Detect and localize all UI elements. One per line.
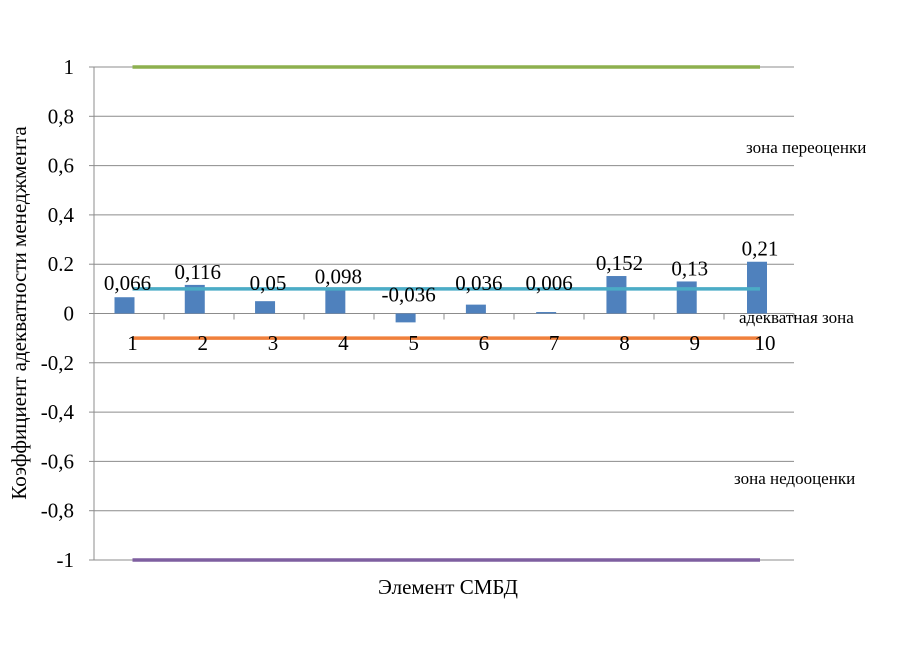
- bar: [536, 312, 557, 314]
- category-label: 9: [689, 331, 700, 355]
- category-label: 2: [198, 331, 209, 355]
- bar: [606, 276, 627, 314]
- y-tick-label: 0: [64, 302, 75, 326]
- zone-label-adequate: адекватная зона: [739, 308, 854, 327]
- data-label: 0,05: [250, 271, 287, 295]
- category-label: 3: [268, 331, 279, 355]
- data-label: 0,152: [596, 251, 643, 275]
- category-label: 7: [549, 331, 560, 355]
- y-tick-label: 0,4: [48, 203, 75, 227]
- category-label: 1: [127, 331, 138, 355]
- x-axis-category-labels: 1 2 3 4 5 6 7 8 9 10: [127, 331, 775, 355]
- y-axis-tick-labels: 1 0,8 0,6 0,4 0.2 0 -0,2 -0,4 -0,6 -0,8 -1: [41, 55, 75, 572]
- bar: [184, 284, 205, 314]
- bar: [676, 281, 697, 314]
- y-tick-label: 0,6: [48, 154, 74, 178]
- data-label: 0,21: [742, 237, 779, 261]
- data-label: -0,036: [381, 283, 435, 307]
- y-tick-label: -1: [57, 548, 75, 572]
- bar: [465, 304, 486, 314]
- zone-label-underestimate: зона недооценки: [734, 469, 855, 488]
- y-tick-label: 0.2: [48, 252, 74, 276]
- bar: [255, 301, 276, 314]
- x-axis-title: Элемент СМБД: [378, 575, 518, 599]
- y-axis-title: Коэффициент адекватности менеджмента: [7, 126, 31, 500]
- y-tick-label: -0,8: [41, 499, 74, 523]
- bar: [114, 297, 135, 314]
- y-tick-label: -0,4: [41, 400, 75, 424]
- bar: [395, 313, 416, 323]
- category-label: 5: [408, 331, 419, 355]
- category-label: 10: [755, 331, 776, 355]
- data-label: 0,098: [315, 264, 362, 288]
- data-labels: 0,066 0,116 0,05 0,098 -0,036 0,036 0,006 0,152…: [104, 237, 779, 307]
- data-label: 0,116: [175, 260, 221, 284]
- category-label: 4: [338, 331, 349, 355]
- category-label: 8: [619, 331, 630, 355]
- reference-lines: [132, 65, 760, 562]
- data-label: 0,036: [455, 271, 502, 295]
- y-tick-label: -0,2: [41, 351, 74, 375]
- data-label: 0,066: [104, 271, 151, 295]
- y-tick-label: 1: [64, 55, 75, 79]
- y-tick-label: -0,6: [41, 449, 74, 473]
- data-label: 0,006: [526, 271, 573, 295]
- category-label: 6: [479, 331, 490, 355]
- bar: [325, 289, 346, 314]
- zone-label-overestimate: зона переоценки: [746, 138, 866, 157]
- y-tick-label: 0,8: [48, 104, 74, 128]
- data-label: 0,13: [671, 256, 708, 280]
